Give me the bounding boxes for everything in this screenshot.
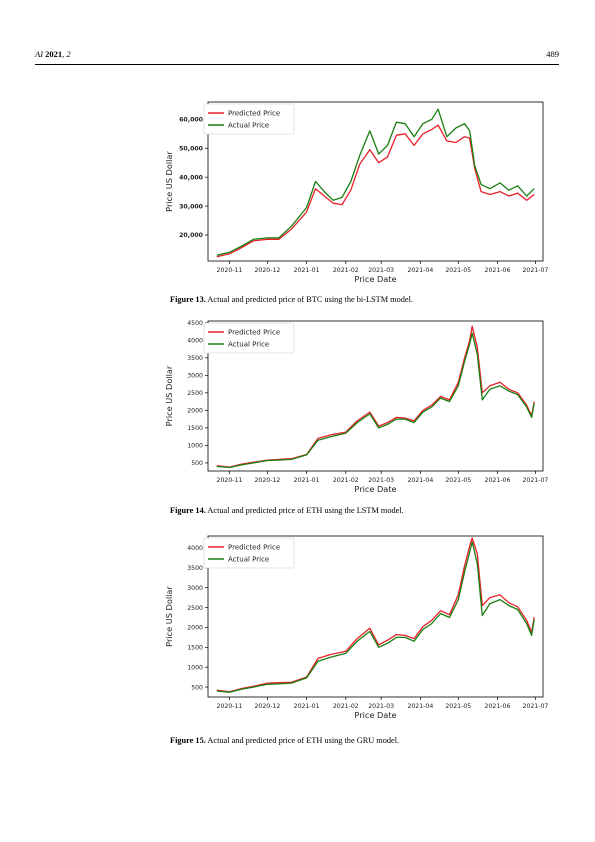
- x-tick-label: 2020-11: [217, 477, 243, 484]
- figure-13-caption: Figure 13. Actual and predicted price of…: [170, 295, 413, 304]
- x-tick-label: 2021-02: [333, 703, 359, 710]
- y-tick-label: 500: [191, 460, 203, 467]
- journal-year: 2021: [45, 49, 63, 59]
- header-rule: [35, 64, 559, 65]
- series-line: [216, 537, 535, 693]
- x-tick-label: 2021-05: [445, 703, 471, 710]
- x-tick-label: 2021-03: [368, 703, 394, 710]
- legend-label: Actual Price: [228, 556, 269, 564]
- legend-label: Actual Price: [228, 122, 269, 130]
- x-tick-label: 2021-06: [485, 703, 511, 710]
- legend-box: [203, 537, 295, 569]
- x-tick-label: 2021-05: [445, 477, 471, 484]
- figure-13-chart: 2020-11 2020-12 2021-01 2021-02 2021-03 2021-…: [160, 96, 550, 291]
- y-tick-label: 2500: [187, 605, 203, 612]
- y-axis-label: Price US Dollar: [164, 365, 174, 426]
- x-tick-label: 2021-01: [294, 477, 320, 484]
- x-tick-label: 2021-07: [522, 267, 548, 274]
- page-number: 489: [546, 49, 559, 59]
- y-tick-label: 3000: [187, 585, 203, 592]
- y-tick-label: 3500: [187, 565, 203, 572]
- y-tick-label: 30,000: [179, 203, 204, 210]
- x-tick-label: 2020-12: [254, 477, 280, 484]
- figure-15-caption: Figure 15. Actual and predicted price of…: [170, 736, 399, 745]
- y-tick-label: 1500: [187, 645, 203, 652]
- y-tick-label: 40,000: [179, 174, 204, 181]
- caption-text: Actual and predicted price of BTC using …: [207, 295, 413, 304]
- x-axis-label: Price Date: [354, 484, 396, 494]
- series-line: [216, 332, 535, 469]
- series-line: [216, 325, 535, 468]
- y-tick-label: 3000: [187, 373, 203, 380]
- x-tick-label: 2021-07: [522, 703, 548, 710]
- x-axis-label: Price Date: [354, 710, 396, 720]
- journal-sep: ,: [62, 49, 67, 59]
- x-tick-label: 2020-11: [217, 703, 243, 710]
- x-tick-label: 2021-03: [368, 267, 394, 274]
- y-tick-label: 2000: [187, 408, 203, 415]
- legend-label: Actual Price: [228, 341, 269, 349]
- y-tick-label: 2500: [187, 390, 203, 397]
- x-tick-label: 2021-01: [294, 267, 320, 274]
- x-tick-label: 2020-12: [254, 267, 280, 274]
- y-tick-label: 1500: [187, 425, 203, 432]
- journal-name: AI: [35, 49, 44, 59]
- y-tick-label: 2000: [187, 625, 203, 632]
- x-tick-label: 2021-01: [294, 703, 320, 710]
- series-line: [216, 108, 535, 256]
- eth-gru-chart: 2020-11 2020-12 2021-01 2021-02 2021-03 2021-…: [164, 535, 548, 720]
- figure-15-chart: 2020-11 2020-12 2021-01 2021-02 2021-03 2021-…: [160, 530, 550, 728]
- legend-label: Predicted Price: [228, 544, 280, 552]
- series-line: [216, 124, 535, 258]
- y-tick-label: 20,000: [179, 232, 204, 239]
- x-tick-label: 2021-07: [522, 477, 548, 484]
- x-tick-label: 2021-03: [368, 477, 394, 484]
- legend-label: Predicted Price: [228, 110, 280, 118]
- caption-text: Actual and predicted price of ETH using …: [207, 506, 404, 515]
- x-tick-label: 2021-02: [333, 267, 359, 274]
- legend-label: Predicted Price: [228, 329, 280, 337]
- legend-box: [203, 322, 295, 354]
- eth-lstm-chart: 2020-11 2020-12 2021-01 2021-02 2021-03 2021-…: [164, 320, 548, 494]
- x-tick-label: 2021-06: [485, 267, 511, 274]
- x-tick-label: 2021-04: [407, 477, 433, 484]
- y-axis-label: Price US Dollar: [164, 151, 174, 212]
- y-tick-label: 50,000: [179, 145, 204, 152]
- x-tick-label: 2021-04: [407, 267, 433, 274]
- y-tick-label: 4000: [187, 337, 203, 344]
- x-axis-label: Price Date: [354, 274, 396, 284]
- figure-14-chart: 2020-11 2020-12 2021-01 2021-02 2021-03 2021-…: [160, 315, 550, 498]
- caption-text: Actual and predicted price of ETH using …: [207, 736, 400, 745]
- x-tick-label: 2021-06: [485, 477, 511, 484]
- caption-label: Figure 15.: [170, 736, 206, 745]
- x-tick-label: 2021-04: [407, 703, 433, 710]
- y-axis-label: Price US Dollar: [164, 586, 174, 647]
- x-tick-label: 2021-02: [333, 477, 359, 484]
- btc-bilstm-chart: 2020-11 2020-12 2021-01 2021-02 2021-03 2021-…: [164, 101, 548, 284]
- caption-label: Figure 13.: [170, 295, 206, 304]
- y-tick-label: 1000: [187, 664, 203, 671]
- y-tick-label: 4500: [187, 320, 203, 327]
- legend-box: [203, 103, 295, 135]
- series-line: [216, 541, 535, 693]
- y-tick-label: 500: [191, 684, 203, 691]
- y-tick-label: 3500: [187, 355, 203, 362]
- x-tick-label: 2020-11: [217, 267, 243, 274]
- journal-volume: 2: [66, 49, 71, 59]
- x-tick-label: 2020-12: [254, 703, 280, 710]
- running-header-journal: AI 2021, 2: [35, 49, 71, 59]
- caption-label: Figure 14.: [170, 506, 206, 515]
- y-tick-label: 4000: [187, 545, 203, 552]
- y-tick-label: 60,000: [179, 117, 204, 124]
- x-tick-label: 2021-05: [445, 267, 471, 274]
- figure-14-caption: Figure 14. Actual and predicted price of…: [170, 506, 404, 515]
- y-tick-label: 1000: [187, 443, 203, 450]
